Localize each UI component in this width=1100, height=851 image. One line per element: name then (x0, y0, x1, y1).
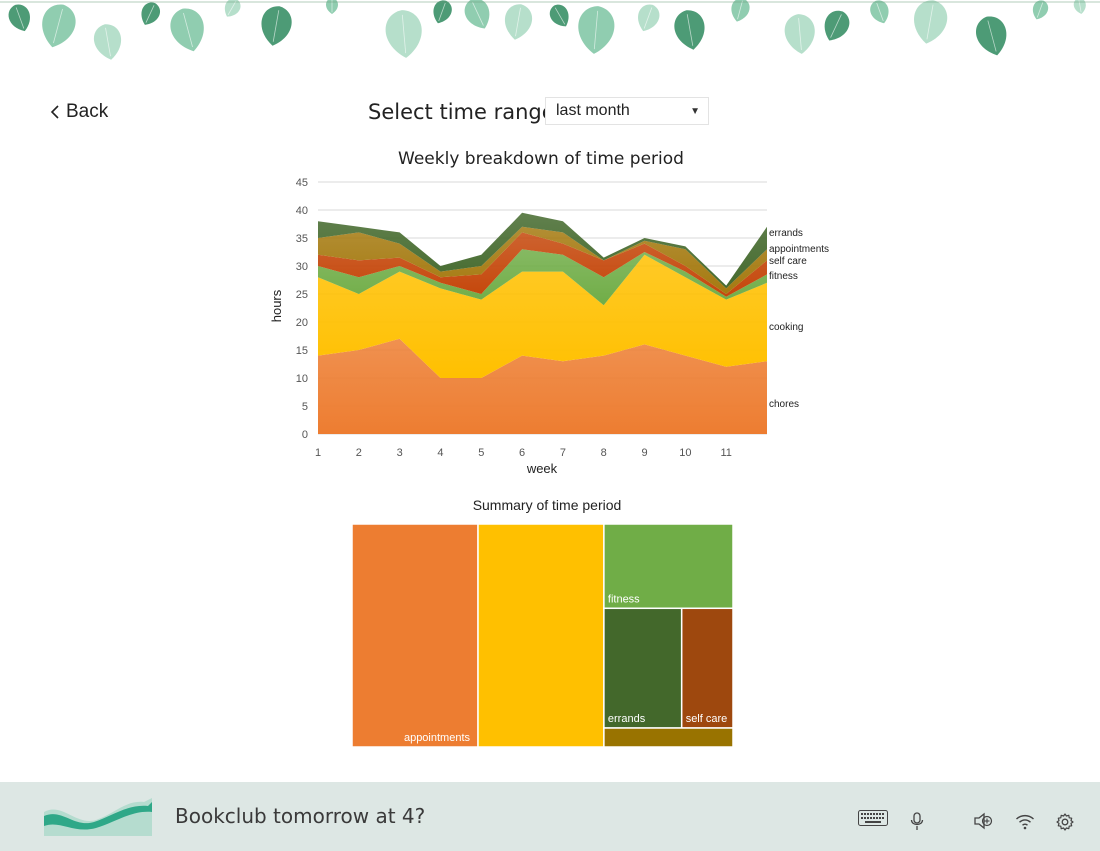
treemap-cell-appointments (351, 523, 479, 748)
area-series-errands (318, 212, 767, 289)
leaf-shape (674, 10, 705, 50)
legend-label-fitness: fitness (769, 271, 798, 282)
time-range-value: last month (556, 102, 630, 119)
back-button[interactable]: Back (50, 98, 108, 126)
legend-label-self-care: self care (769, 256, 807, 267)
y-tick-label: 10 (296, 373, 308, 385)
treemap-label-appointments: appointments (404, 732, 471, 744)
leaf-shape (261, 6, 292, 46)
settings-icon[interactable] (1056, 813, 1074, 831)
y-tick-label: 20 (296, 317, 308, 329)
treemap-title: Summary of time period (473, 497, 622, 513)
leaf-shape (433, 0, 452, 24)
weekly-breakdown-chart: Weekly breakdown of time period 05101520… (269, 149, 829, 476)
back-label: Back (66, 101, 109, 122)
leaf-shape (824, 10, 850, 41)
leaf-shape (1032, 0, 1049, 20)
microphone-icon[interactable] (910, 812, 924, 832)
x-tick-label: 4 (437, 447, 443, 459)
x-tick-label: 7 (560, 447, 566, 459)
leaf-shape (638, 4, 660, 32)
x-tick-label: 3 (397, 447, 403, 459)
treemap-label-errands: errands (608, 713, 646, 725)
leaf-shape (385, 10, 422, 58)
x-tick-label: 11 (720, 447, 731, 459)
wifi-icon[interactable] (1015, 814, 1035, 830)
chevron-left-icon (50, 105, 59, 119)
notification-text: Bookclub tomorrow at 4? (175, 804, 426, 828)
leaf-banner (0, 0, 1100, 60)
treemap-cell-other (603, 727, 734, 748)
y-axis-label: hours (269, 289, 284, 322)
legend-label-errands: errands (769, 228, 803, 239)
time-range-label: Select time range (368, 100, 555, 124)
leaf-shape (8, 4, 30, 32)
x-tick-label: 9 (641, 447, 647, 459)
area-series-fitness (318, 249, 767, 306)
leaf-shape (870, 0, 889, 24)
leaf-shape (224, 0, 241, 17)
leaf-shape (141, 2, 161, 25)
leaf-shape (976, 16, 1007, 56)
wave-logo (44, 798, 152, 836)
dropdown-caret-icon: ▼ (690, 105, 700, 117)
legend-label-cooking: cooking (769, 322, 803, 333)
y-tick-label: 15 (296, 345, 308, 357)
speaker-icon[interactable] (974, 812, 994, 830)
legend-label-chores: chores (769, 399, 799, 410)
x-tick-label: 5 (478, 447, 484, 459)
leaf-shape (42, 4, 76, 48)
y-tick-label: 35 (296, 233, 308, 245)
y-tick-label: 0 (302, 429, 308, 441)
treemap-cell-self-care (680, 607, 734, 729)
leaf-shape (914, 0, 948, 44)
leaf-shape (504, 4, 532, 40)
leaf-shape (578, 6, 615, 54)
x-tick-label: 10 (679, 447, 691, 459)
keyboard-icon[interactable] (858, 810, 888, 826)
leaf-shape (94, 24, 122, 60)
treemap-label-self-care: self care (686, 713, 728, 725)
y-tick-label: 5 (302, 401, 308, 413)
x-tick-label: 8 (601, 447, 607, 459)
time-range-select[interactable]: last month ▼ (545, 97, 709, 125)
x-tick-label: 2 (356, 447, 362, 459)
leaf-shape (784, 14, 815, 54)
treemap-cell-cooking (477, 523, 605, 748)
treemap-cell-fitness (603, 523, 734, 610)
leaf-shape (549, 4, 569, 27)
x-tick-label: 6 (519, 447, 525, 459)
leaf-shape (731, 0, 750, 22)
chart-title: Weekly breakdown of time period (398, 149, 684, 169)
y-tick-label: 25 (296, 289, 308, 301)
area-series-appointments (318, 226, 767, 294)
area-series-cooking (318, 254, 767, 378)
legend-label-appointments: appointments (769, 244, 829, 255)
treemap-cell-errands (603, 607, 683, 729)
leaf-shape (170, 8, 204, 52)
leaf-shape (464, 0, 490, 29)
y-tick-label: 45 (296, 177, 308, 189)
x-axis-label: week (526, 461, 558, 476)
y-tick-label: 40 (296, 205, 308, 217)
summary-treemap: Summary of time period appointments fitne… (351, 497, 734, 748)
y-tick-label: 30 (296, 261, 308, 273)
area-series-self-care (318, 232, 767, 297)
area-series-chores (318, 338, 767, 434)
bottom-bar: Bookclub tomorrow at 4? (0, 782, 1100, 851)
x-tick-label: 1 (315, 447, 321, 459)
treemap-label-fitness: fitness (608, 593, 640, 605)
